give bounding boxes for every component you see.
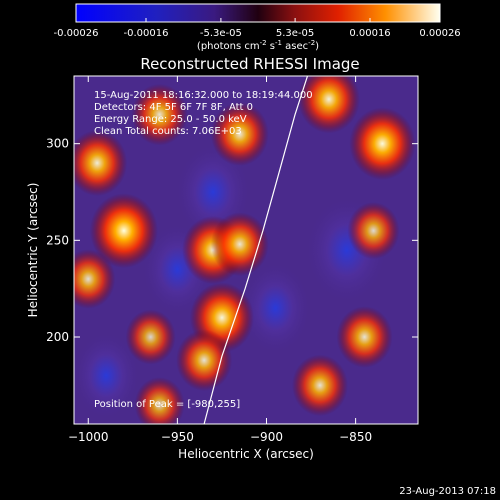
bright-source (297, 76, 360, 134)
chart-title: Reconstructed RHESSI Image (140, 55, 359, 73)
colorbar-tick-label: 5.3e-05 (276, 28, 314, 39)
bright-source (131, 83, 188, 146)
bright-source (349, 107, 416, 180)
heatmap-image (74, 76, 418, 424)
bright-source (74, 130, 128, 196)
bright-source (74, 249, 116, 309)
annotation-counts: Clean Total counts: 7.06E+03 (94, 126, 242, 137)
colorbar-ticks: -0.00026 -0.00016 -5.3e-05 5.3e-05 0.00016 0.… (54, 18, 461, 39)
x-tick-label: −950 (161, 430, 194, 444)
peak-label: Position of Peak = [-980,255] (94, 399, 240, 410)
y-axis-label: Heliocentric Y (arcsec) (26, 183, 40, 318)
y-axis-ticks: 200 250 300 (46, 137, 418, 344)
bright-source (89, 193, 158, 269)
annotation-energy: Energy Range: 25.0 - 50.0 keV (94, 114, 247, 125)
colorbar-units: (photons cm-2 s-1 asec-2) (197, 39, 319, 52)
dark-region (74, 333, 139, 419)
solar-limb-curve (203, 76, 309, 424)
y-tick-label: 250 (46, 233, 69, 247)
colorbar-tick-label: 0.00026 (419, 28, 460, 39)
colorbar (75, 3, 441, 23)
colorbar-tick-label: -5.3e-05 (200, 28, 242, 39)
x-axis-ticks: −1000 −950 −900 −850 (68, 76, 372, 444)
footer-date: 23-Aug-2013 07:18 (399, 486, 496, 497)
y-tick-label: 300 (46, 137, 69, 151)
colorbar-tick-label: -0.00026 (54, 28, 99, 39)
y-tick-label: 200 (46, 330, 69, 344)
x-tick-label: −850 (339, 430, 372, 444)
bright-source (336, 306, 393, 368)
annotation-detectors: Detectors: 4F 5F 6F 7F 8F, Att 0 (94, 102, 253, 113)
x-tick-label: −900 (250, 430, 283, 444)
plot-frame (73, 75, 419, 425)
bright-source (291, 354, 348, 417)
bright-source (210, 212, 269, 277)
bright-source (134, 377, 185, 424)
colorbar-tick-label: 0.00016 (349, 28, 390, 39)
dark-region (240, 263, 311, 353)
bright-source (176, 329, 233, 392)
annotation-time: 15-Aug-2011 18:16:32.000 to 18:19:44.000 (94, 90, 313, 101)
colorbar-tick-label: -0.00016 (124, 28, 169, 39)
bright-source (210, 102, 269, 166)
bright-source (125, 309, 176, 365)
annotation-block: 15-Aug-2011 18:16:32.000 to 18:19:44.000… (94, 90, 313, 137)
x-tick-label: −1000 (68, 430, 109, 444)
x-axis-label: Heliocentric X (arcsec) (178, 447, 314, 461)
bright-source (347, 202, 400, 260)
